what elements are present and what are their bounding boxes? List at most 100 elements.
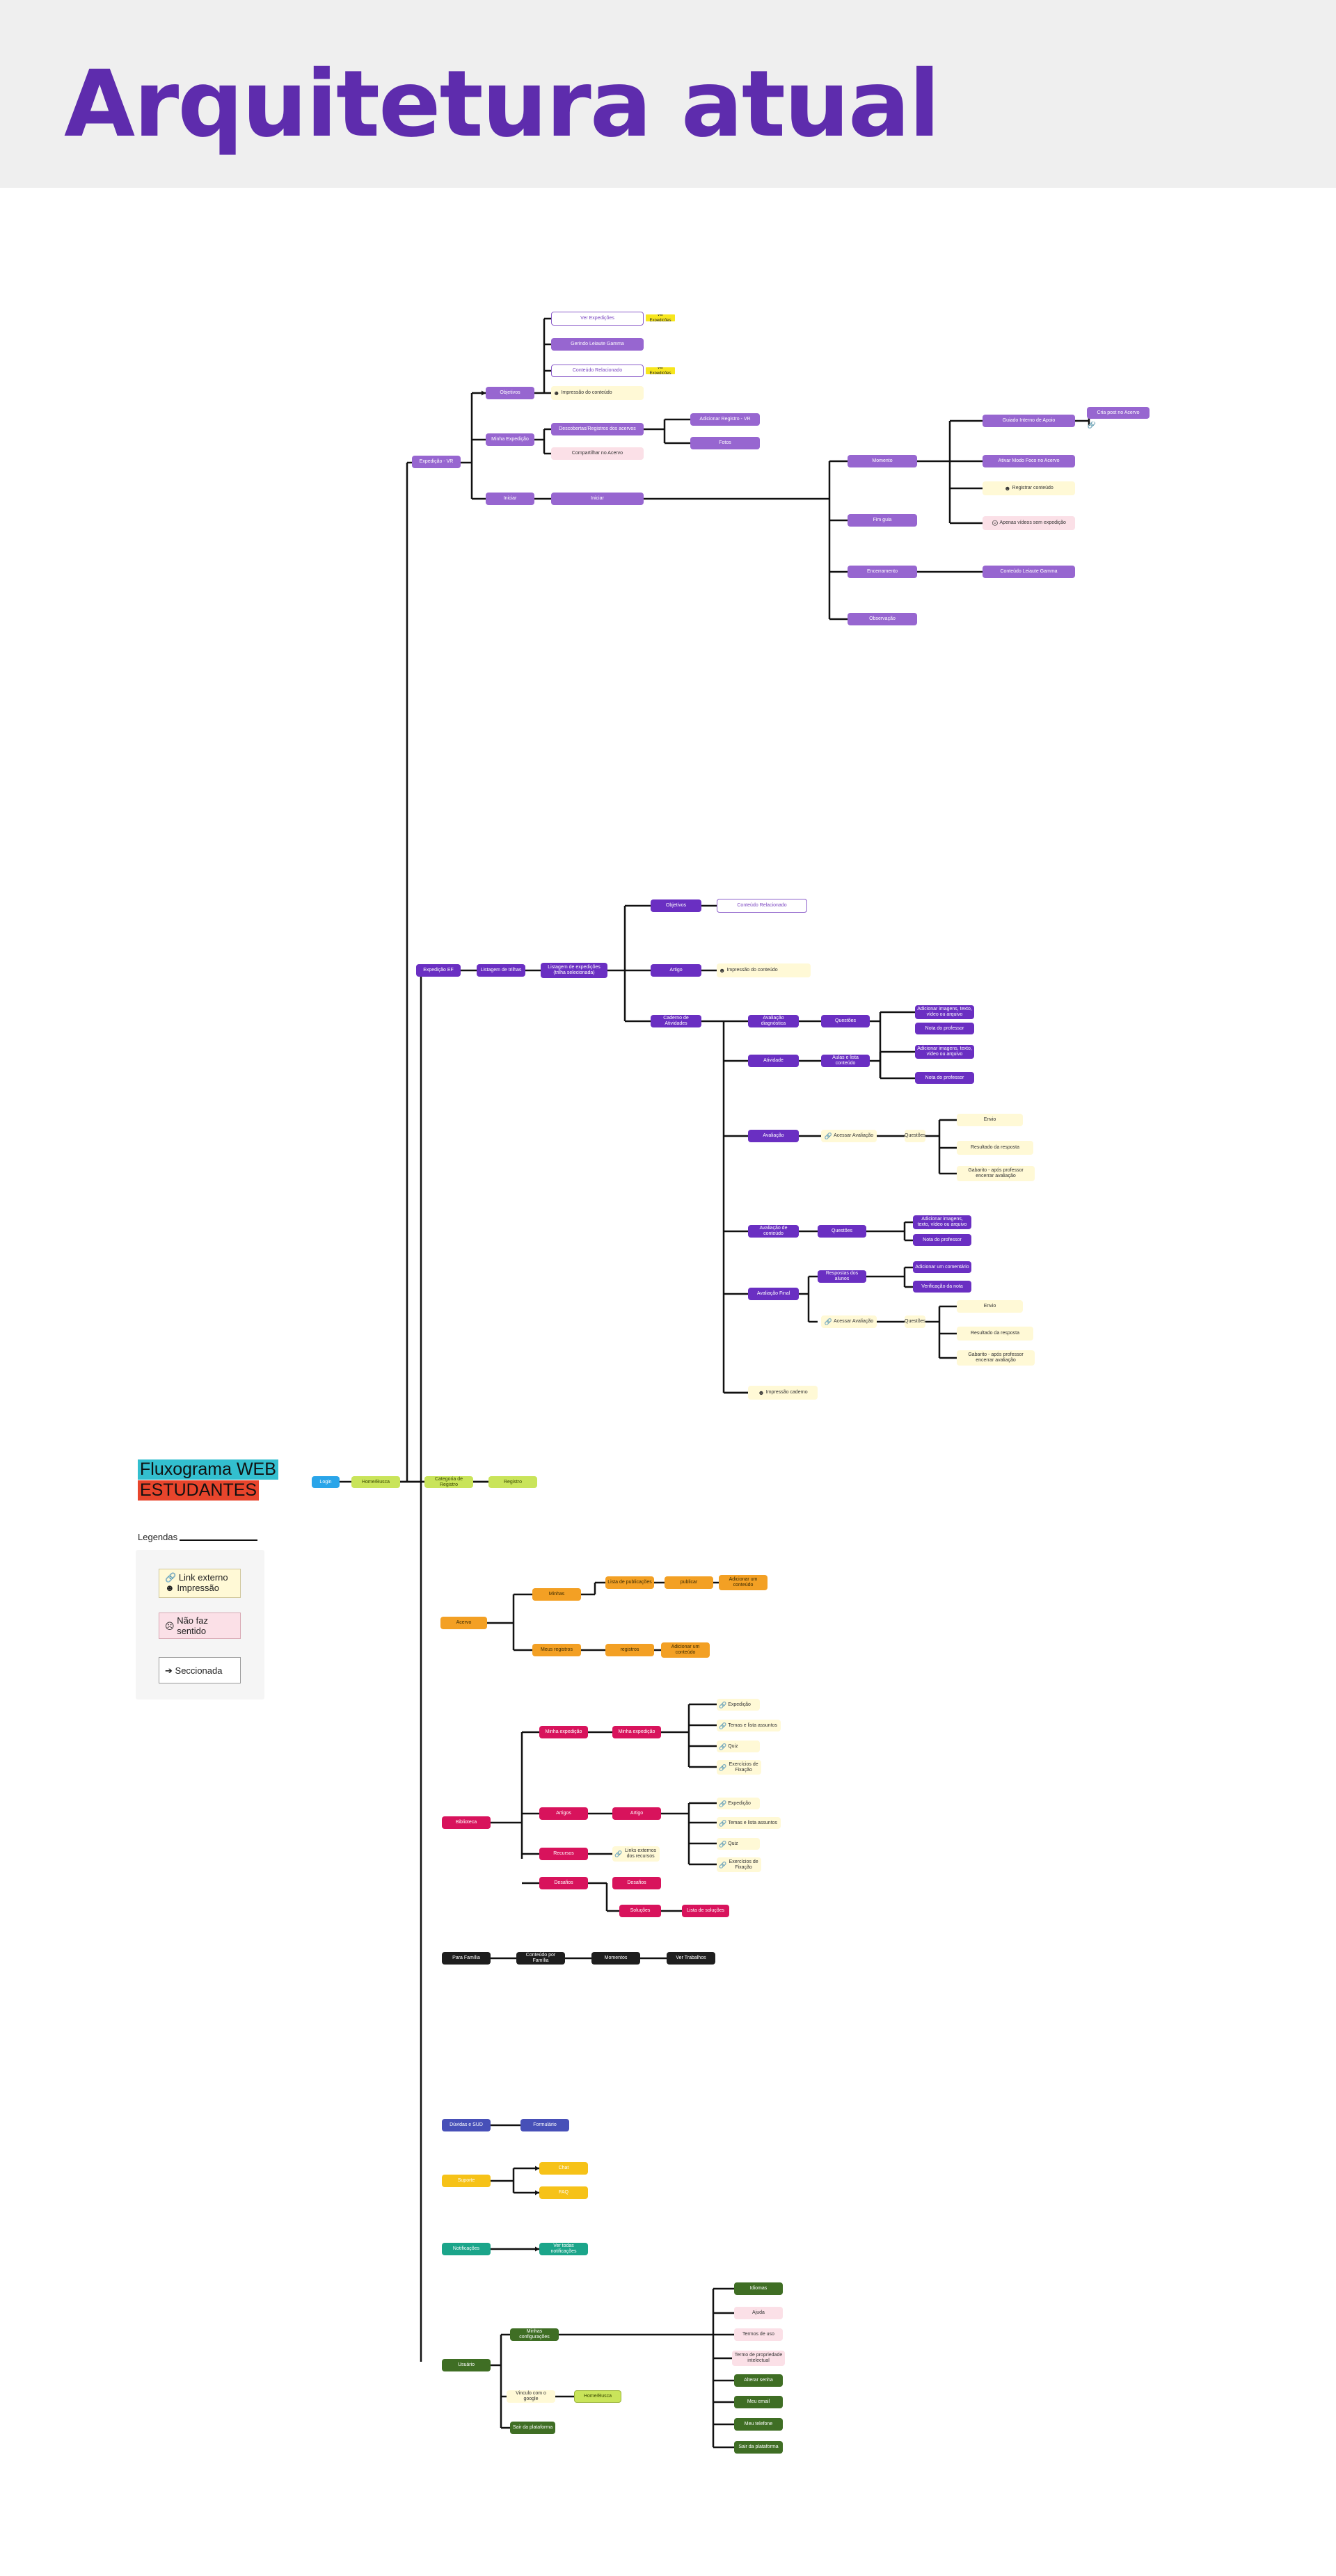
node-adicionar-imagens-2[interactable]: Adicionar imagens, texto, vídeo ou arqui… — [915, 1045, 974, 1059]
node-questoes-2[interactable]: Questões — [818, 1225, 866, 1238]
node-exercicios-m2[interactable]: 🔗 Exercícios de Fixação — [717, 1857, 761, 1872]
node-termo-propriedade[interactable]: Termo de propriedade intelectual — [732, 2351, 785, 2366]
node-descobertas-vr[interactable]: Descobertas/Registros dos acervos — [551, 423, 644, 435]
node-termos-uso[interactable]: Termos de uso — [734, 2328, 783, 2341]
node-momentos[interactable]: Momentos — [591, 1952, 640, 1965]
node-minha-expedicao-vr[interactable]: Minha Expedição — [486, 433, 534, 446]
node-caderno-ef[interactable]: Caderno de Atividades — [651, 1015, 701, 1027]
node-conteudo-relacionado-vr[interactable]: Conteúdo Relacionado — [551, 365, 644, 377]
node-notificacoes[interactable]: Notificações — [442, 2243, 491, 2255]
node-quiz-m1[interactable]: 🔗 Quiz — [717, 1741, 760, 1752]
node-adicionar-imagens-1[interactable]: Adicionar imagens, texto, vídeo ou arqui… — [915, 1005, 974, 1019]
node-artigo[interactable]: Artigo — [612, 1807, 661, 1820]
node-registros[interactable]: registros — [605, 1644, 654, 1656]
node-acessar-avaliacao-2[interactable]: 🔗 Acessar Avaliação — [821, 1315, 877, 1328]
node-expedicao-m1[interactable]: 🔗 Expedição — [717, 1699, 760, 1711]
node-atividade-ef[interactable]: Atividade — [748, 1055, 799, 1067]
node-artigo-ef[interactable]: Artigo — [651, 964, 701, 977]
node-observacao-vr[interactable]: Observação — [848, 613, 917, 625]
node-desafios-2[interactable]: Desafios — [612, 1877, 661, 1889]
node-ver-expedicoes-vr[interactable]: Ver Expedições — [551, 312, 644, 326]
node-objetivos-vr[interactable]: Objetivos — [486, 387, 534, 399]
node-duvidas-sud[interactable]: Dúvidas e SUD — [442, 2119, 491, 2131]
node-nota-professor-3[interactable]: Nota do professor — [913, 1234, 971, 1246]
node-temas-m1[interactable]: 🔗 Temas e lista assuntos — [717, 1720, 781, 1731]
node-quiz-m2[interactable]: 🔗 Quiz — [717, 1838, 760, 1850]
node-cria-post[interactable]: Cria post no Acervo — [1087, 407, 1150, 419]
node-adicionar-conteudo-2[interactable]: Adicionar um conteúdo — [661, 1642, 710, 1658]
node-iniciar-vr[interactable]: Iniciar — [486, 493, 534, 505]
node-solucoes[interactable]: Soluções — [619, 1905, 661, 1917]
node-minhas-configuracoes[interactable]: Minhas configurações — [510, 2328, 559, 2341]
node-expedicao-m2[interactable]: 🔗 Expedição — [717, 1798, 760, 1809]
node-links-externos[interactable]: 🔗 Links externos dos recursos — [612, 1846, 660, 1862]
node-iniciar-vr-2[interactable]: Iniciar — [551, 493, 644, 505]
node-minha-expedicao-2[interactable]: Minha expedição — [612, 1726, 661, 1738]
node-biblioteca[interactable]: Biblioteca — [442, 1816, 491, 1829]
node-home-busca-2[interactable]: Home/Busca — [574, 2390, 621, 2403]
node-exercicios-m1[interactable]: 🔗 Exercícios de Fixação — [717, 1760, 761, 1775]
node-nota-professor-1[interactable]: Nota do professor — [915, 1023, 974, 1034]
node-acervo[interactable]: Acervo — [440, 1617, 487, 1629]
node-artigos[interactable]: Artigos — [539, 1807, 588, 1820]
node-categoria-registro[interactable]: Categoria de Registro — [424, 1476, 473, 1488]
node-vinculo-google[interactable]: Vinculo com o google — [507, 2390, 555, 2403]
node-conteudo-familia[interactable]: Conteúdo por Família — [516, 1952, 565, 1965]
node-publicar[interactable]: publicar — [665, 1576, 713, 1589]
node-idiomas[interactable]: Idiomas — [734, 2282, 783, 2295]
node-ver-trabalhos[interactable]: Ver Trabalhos — [667, 1952, 715, 1965]
node-suporte[interactable]: Suporte — [442, 2175, 491, 2187]
node-faq[interactable]: FAQ — [539, 2186, 588, 2199]
node-usuario[interactable]: Usuário — [442, 2359, 491, 2371]
node-avaliacao-diagnostica[interactable]: Avaliação diagnóstica — [748, 1015, 799, 1027]
node-adicionar-imagens-3[interactable]: Adicionar imagens, texto, vídeo ou arqui… — [913, 1215, 971, 1229]
node-alterar-senha[interactable]: Alterar senha — [734, 2374, 783, 2387]
node-temas-m2[interactable]: 🔗 Temas e lista assuntos — [717, 1817, 781, 1829]
node-meu-telefone[interactable]: Meu telefone — [734, 2418, 783, 2431]
node-sair-plataforma-1[interactable]: Sair da plataforma — [734, 2441, 783, 2454]
node-objetivos-ef[interactable]: Objetivos — [651, 899, 701, 912]
node-adicionar-comentario[interactable]: Adicionar um comentário — [913, 1261, 971, 1273]
node-ativar-vr[interactable]: Ativar Modo Foco no Acervo — [983, 455, 1075, 467]
node-gerindo-vr[interactable]: Gerindo Leiaute Gamma — [551, 338, 644, 351]
node-desafios[interactable]: Desafios — [539, 1877, 588, 1889]
node-compartilhar-vr[interactable]: Compartilhar no Acervo — [551, 447, 644, 460]
node-expedicao-ef[interactable]: Expedição EF — [416, 964, 461, 977]
node-verificacao-nota[interactable]: Verificação da nota — [913, 1281, 971, 1293]
node-adicionar-conteudo-1[interactable]: Adicionar um conteúdo — [719, 1575, 768, 1590]
node-avaliacao-ef[interactable]: Avaliação — [748, 1130, 799, 1142]
node-sair-plataforma-2[interactable]: Sair da plataforma — [510, 2422, 555, 2434]
node-fim-guia-vr[interactable]: Fim guia — [848, 514, 917, 527]
node-expedicao-vr[interactable]: Expedição - VR — [412, 456, 461, 468]
node-recursos[interactable]: Recursos — [539, 1848, 588, 1860]
node-minhas[interactable]: Minhas — [532, 1588, 581, 1601]
node-aulas-lista[interactable]: Aulas e lista conteúdo — [821, 1055, 870, 1067]
node-conteudo-relacionado-ef[interactable]: Conteúdo Relacionado — [717, 899, 807, 913]
node-adicionar-registro-vr[interactable]: Adicionar Registro - VR — [690, 413, 760, 426]
node-questoes-1[interactable]: Questões — [821, 1015, 870, 1027]
node-chat[interactable]: Chat — [539, 2162, 588, 2175]
node-lista-publicacoes[interactable]: Lista de publicações — [605, 1576, 654, 1589]
node-meu-email[interactable]: Meu email — [734, 2396, 783, 2408]
node-ver-notificacoes[interactable]: Ver todas notificações — [539, 2243, 588, 2255]
node-encerramento-vr[interactable]: Encerramento — [848, 566, 917, 578]
node-home-busca[interactable]: Home/Busca — [351, 1476, 400, 1488]
node-formulario[interactable]: Formulário — [520, 2119, 569, 2131]
node-respostas-alunos[interactable]: Respostas dos alunos — [818, 1270, 866, 1283]
node-fotos-vr[interactable]: Fotos — [690, 437, 760, 449]
node-momento-vr[interactable]: Momento — [848, 455, 917, 467]
node-lista-solucoes[interactable]: Lista de soluções — [682, 1905, 729, 1917]
node-login[interactable]: Login — [312, 1476, 340, 1488]
node-para-familia[interactable]: Para Família — [442, 1952, 491, 1965]
node-listagem-expedicoes[interactable]: Listagem de expedições (trilha seleciona… — [541, 963, 607, 978]
node-minha-expedicao[interactable]: Minha expedição — [539, 1726, 588, 1738]
node-meus-registros[interactable]: Meus registros — [532, 1644, 581, 1656]
node-avaliacao-final[interactable]: Avaliação Final — [748, 1288, 799, 1300]
node-ajuda[interactable]: Ajuda — [734, 2307, 783, 2319]
node-avaliacao-conteudo[interactable]: Avaliação de conteúdo — [748, 1225, 799, 1238]
node-acessar-avaliacao-1[interactable]: 🔗 Acessar Avaliação — [821, 1130, 877, 1142]
node-nota-professor-2[interactable]: Nota do professor — [915, 1072, 974, 1084]
node-conteudo-leiaute-vr[interactable]: Conteúdo Leiaute Gamma — [983, 566, 1075, 578]
node-registro[interactable]: Registro — [488, 1476, 537, 1488]
node-guiado-vr[interactable]: Guiado Interno de Apoio — [983, 415, 1075, 427]
